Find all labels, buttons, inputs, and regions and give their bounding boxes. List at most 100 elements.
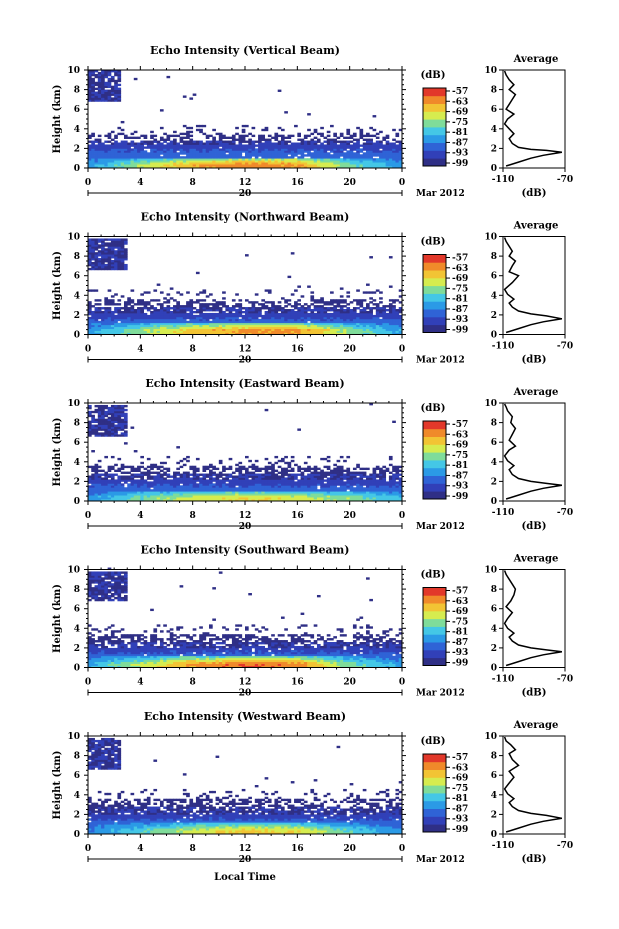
heatmap-cell <box>369 152 373 155</box>
heatmap-cell <box>94 465 99 469</box>
heatmap-cell <box>330 148 334 151</box>
heatmap-cell <box>284 166 288 169</box>
heatmap-cell <box>153 144 158 147</box>
heatmap-cell <box>382 146 387 149</box>
heatmap-cell <box>156 146 161 149</box>
heatmap-cell <box>117 126 122 130</box>
heatmap-cell <box>107 320 112 324</box>
heatmap-cell <box>382 314 387 318</box>
heatmap-cell <box>205 312 210 316</box>
heatmap-cell <box>195 457 200 461</box>
heatmap-cell <box>117 75 122 79</box>
heatmap-cell <box>343 140 347 143</box>
heatmap-cell <box>88 320 92 324</box>
heatmap-cell <box>258 166 262 169</box>
heatmap-cell <box>176 491 180 494</box>
heatmap-cell <box>218 140 223 143</box>
heatmap-cell <box>346 152 351 155</box>
heatmap-cell <box>303 144 308 147</box>
heatmap-cell <box>398 128 403 132</box>
heatmap-cell <box>388 322 393 326</box>
heatmap-cell <box>258 136 262 139</box>
heatmap-cell <box>218 495 223 498</box>
heatmap-cell <box>218 499 223 502</box>
heatmap-cell <box>97 260 102 263</box>
heatmap-cell <box>101 265 105 269</box>
heatmap-cell <box>398 314 403 318</box>
heatmap-cell <box>94 256 99 259</box>
heatmap-cell <box>97 465 102 469</box>
heatmap-cell <box>212 160 216 163</box>
heatmap-cell <box>104 499 109 502</box>
heatmap-cell <box>104 326 109 330</box>
heatmap-cell <box>130 289 135 292</box>
heatmap-cell <box>258 162 262 165</box>
heatmap-cell <box>166 328 171 331</box>
heatmap-cell <box>169 156 174 159</box>
heatmap-cell <box>88 495 92 498</box>
heatmap-cell <box>320 154 324 157</box>
heatmap-cell <box>349 322 354 326</box>
heatmap-cell <box>300 499 305 502</box>
heatmap-cell <box>228 140 233 143</box>
heatmap-cell <box>110 455 115 459</box>
heatmap-cell <box>97 434 102 437</box>
heatmap-cell <box>182 477 187 480</box>
heatmap-cell <box>346 160 351 163</box>
heatmap-cell <box>280 320 285 324</box>
heatmap-cell <box>212 485 216 488</box>
heatmap-cell <box>205 475 210 478</box>
heatmap-cell <box>398 154 403 157</box>
heatmap-cell <box>88 322 92 326</box>
heatmap-cell <box>169 328 174 331</box>
heatmap-cell <box>339 164 344 167</box>
heatmap-cell <box>94 81 99 85</box>
heatmap-cell <box>189 332 194 335</box>
heatmap-cell <box>88 430 92 433</box>
heatmap-cell <box>182 136 187 139</box>
heatmap-cell <box>166 142 171 145</box>
heatmap-cell <box>280 144 285 147</box>
heatmap-cell <box>271 493 275 496</box>
heatmap-cell <box>323 330 328 333</box>
heatmap-cell <box>209 164 213 167</box>
heatmap-cell <box>195 320 200 324</box>
heatmap-cell <box>290 332 295 335</box>
heatmap-cell <box>251 491 256 494</box>
heatmap-cell <box>192 146 197 149</box>
heatmap-cell <box>241 128 246 132</box>
heatmap-cell <box>120 244 125 247</box>
heatmap-cell <box>212 148 216 151</box>
heatmap-cell <box>189 310 194 314</box>
average-line <box>503 237 563 334</box>
heatmap-cell <box>284 481 288 484</box>
heatmap-cell <box>303 314 308 318</box>
heatmap-cell <box>258 497 262 500</box>
heatmap-cell <box>140 481 144 484</box>
heatmap-cell <box>323 144 328 147</box>
heatmap-cell <box>94 309 99 312</box>
heatmap-cell <box>127 158 131 161</box>
heatmap-cell <box>104 406 109 410</box>
heatmap-cell <box>195 301 200 304</box>
heatmap-cell <box>88 434 92 437</box>
heatmap-cell <box>258 477 262 480</box>
heatmap-cell <box>159 483 164 486</box>
heatmap-cell <box>297 164 301 167</box>
heatmap-cell <box>97 307 102 310</box>
x-tick-label: 4 <box>137 178 143 188</box>
heatmap-cell <box>137 328 141 331</box>
heatmap-cell <box>195 144 200 147</box>
heatmap-cell <box>123 324 128 328</box>
heatmap-cell <box>209 479 213 482</box>
heatmap-cell <box>225 320 230 324</box>
heatmap-cell <box>133 309 138 312</box>
heatmap-cell <box>137 495 141 498</box>
heatmap-cell <box>186 495 190 498</box>
heatmap-cell <box>375 164 380 167</box>
heatmap-cell <box>137 330 141 333</box>
heatmap-cell <box>320 134 324 138</box>
heatmap-cell <box>372 326 377 330</box>
heatmap-cell <box>303 140 308 143</box>
heatmap-cell <box>339 330 344 333</box>
